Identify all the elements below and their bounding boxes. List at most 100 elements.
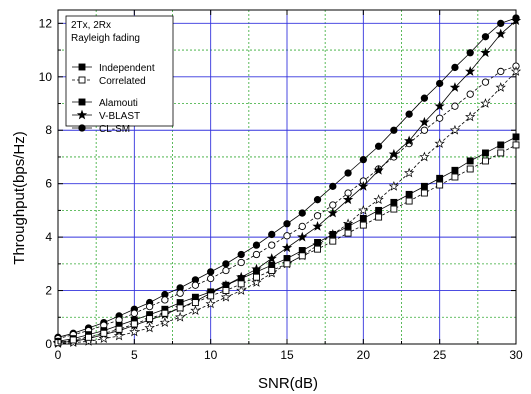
- data-point-v-blast-correlated: [495, 82, 506, 92]
- data-point-v-blast-correlated: [251, 277, 262, 287]
- data-point-alamouti-correlated: [314, 245, 321, 253]
- data-point-v-blast-correlated: [449, 124, 461, 135]
- data-point-alamouti-correlated: [375, 213, 383, 221]
- y-axis-label: Throughput(bps/Hz): [11, 131, 28, 264]
- data-point-alamouti-independent: [359, 214, 367, 222]
- data-point-cl-sm-correlated: [176, 289, 184, 297]
- x-tick-label: 20: [357, 348, 371, 362]
- data-point-alamouti-correlated: [466, 165, 474, 173]
- data-point-cl-sm-correlated: [298, 222, 306, 231]
- data-point-v-blast-independent: [404, 135, 415, 146]
- y-tick-label: 12: [39, 16, 53, 30]
- legend-label: Alamouti: [99, 98, 138, 109]
- data-point-cl-sm-independent: [298, 209, 306, 217]
- data-point-v-blast-independent: [510, 15, 522, 26]
- data-point-v-blast-independent: [342, 194, 354, 205]
- data-point-alamouti-correlated: [298, 252, 306, 260]
- data-point-cl-sm-independent: [359, 155, 367, 164]
- data-point-cl-sm-independent: [207, 268, 215, 276]
- data-point-cl-sm-correlated: [436, 114, 444, 122]
- data-point-cl-sm-correlated: [237, 258, 245, 267]
- legend-label: V-BLAST: [99, 111, 140, 122]
- data-point-cl-sm-independent: [283, 220, 291, 228]
- data-point-cl-sm-independent: [436, 79, 444, 88]
- data-point-alamouti-correlated: [359, 221, 367, 229]
- data-point-v-blast-independent: [327, 207, 338, 218]
- data-point-alamouti-correlated: [451, 173, 459, 181]
- x-tick-label: 15: [280, 348, 294, 362]
- data-point-alamouti-correlated: [222, 287, 230, 295]
- data-point-alamouti-independent: [344, 222, 352, 230]
- y-tick-label: 10: [39, 70, 53, 84]
- data-point-v-blast-correlated: [236, 285, 247, 295]
- data-point-v-blast-independent: [266, 253, 277, 263]
- data-point-alamouti-correlated: [176, 304, 184, 312]
- data-point-v-blast-correlated: [403, 167, 415, 178]
- data-point-cl-sm-correlated: [313, 212, 322, 220]
- data-point-alamouti-correlated: [85, 333, 92, 341]
- data-point-alamouti-correlated: [283, 260, 291, 268]
- data-point-cl-sm-correlated: [191, 281, 200, 289]
- data-point-cl-sm-independent: [497, 19, 505, 28]
- data-point-cl-sm-correlated: [420, 126, 429, 134]
- data-point-v-blast-independent: [434, 100, 445, 111]
- data-point-v-blast-correlated: [373, 194, 384, 205]
- data-point-alamouti-independent: [482, 149, 489, 157]
- data-point-cl-sm-independent: [420, 94, 429, 102]
- data-point-cl-sm-correlated: [207, 274, 215, 283]
- series-alamouti-independent: [54, 133, 520, 345]
- data-point-cl-sm-correlated: [497, 67, 505, 76]
- data-point-alamouti-correlated: [207, 292, 215, 300]
- data-point-v-blast-correlated: [159, 317, 170, 327]
- data-point-alamouti-correlated: [191, 299, 199, 307]
- data-point-v-blast-independent: [358, 180, 369, 191]
- data-point-v-blast-independent: [388, 148, 399, 159]
- legend-marker: [78, 124, 86, 132]
- data-point-cl-sm-correlated: [283, 232, 291, 240]
- data-point-cl-sm-independent: [313, 196, 322, 204]
- data-point-alamouti-independent: [436, 174, 444, 182]
- data-point-alamouti-correlated: [390, 205, 398, 213]
- data-point-alamouti-independent: [314, 239, 321, 246]
- data-point-cl-sm-independent: [390, 126, 398, 134]
- y-tick-label: 0: [45, 337, 52, 351]
- data-point-v-blast-correlated: [388, 180, 400, 191]
- legend-box: [65, 15, 174, 127]
- legend: 2Tx, 2Rx Rayleigh fading Independent Correl…: [65, 15, 174, 135]
- data-point-alamouti-correlated: [100, 329, 108, 337]
- data-point-alamouti-independent: [512, 133, 520, 141]
- legend-label: Independent: [99, 63, 155, 74]
- data-point-alamouti-correlated: [237, 280, 245, 288]
- x-axis-label: SNR(dB): [258, 375, 318, 392]
- data-point-alamouti-independent: [451, 166, 459, 174]
- data-point-cl-sm-independent: [374, 142, 383, 150]
- x-tick-label: 25: [433, 348, 447, 362]
- legend-marker: [76, 109, 88, 120]
- data-point-v-blast-independent: [419, 116, 430, 127]
- data-point-cl-sm-correlated: [451, 102, 459, 110]
- series-alamouti-correlated: [54, 141, 520, 347]
- data-point-alamouti-correlated: [405, 197, 413, 205]
- data-point-alamouti-independent: [375, 206, 383, 214]
- data-point-cl-sm-correlated: [268, 241, 276, 249]
- legend-marker: [78, 76, 86, 84]
- data-point-alamouti-independent: [390, 198, 398, 206]
- data-point-cl-sm-correlated: [481, 78, 490, 86]
- data-point-v-blast-correlated: [434, 138, 445, 148]
- data-point-alamouti-correlated: [436, 181, 444, 189]
- data-point-alamouti-independent: [329, 230, 337, 238]
- data-point-v-blast-independent: [449, 82, 461, 92]
- y-tick-label: 8: [45, 123, 52, 137]
- x-tick-label: 10: [204, 348, 218, 362]
- data-point-alamouti-independent: [497, 141, 505, 149]
- data-point-cl-sm-independent: [329, 182, 337, 191]
- legend-label: CL-SM: [99, 124, 130, 135]
- data-point-v-blast-correlated: [480, 98, 491, 108]
- data-point-cl-sm-independent: [222, 260, 230, 268]
- legend-header-line: Rayleigh fading: [71, 33, 140, 44]
- legend-marker: [78, 63, 86, 71]
- data-point-v-blast-independent: [281, 242, 293, 253]
- data-point-alamouti-correlated: [146, 315, 154, 323]
- data-point-cl-sm-independent: [237, 250, 245, 259]
- data-point-cl-sm-correlated: [145, 302, 154, 311]
